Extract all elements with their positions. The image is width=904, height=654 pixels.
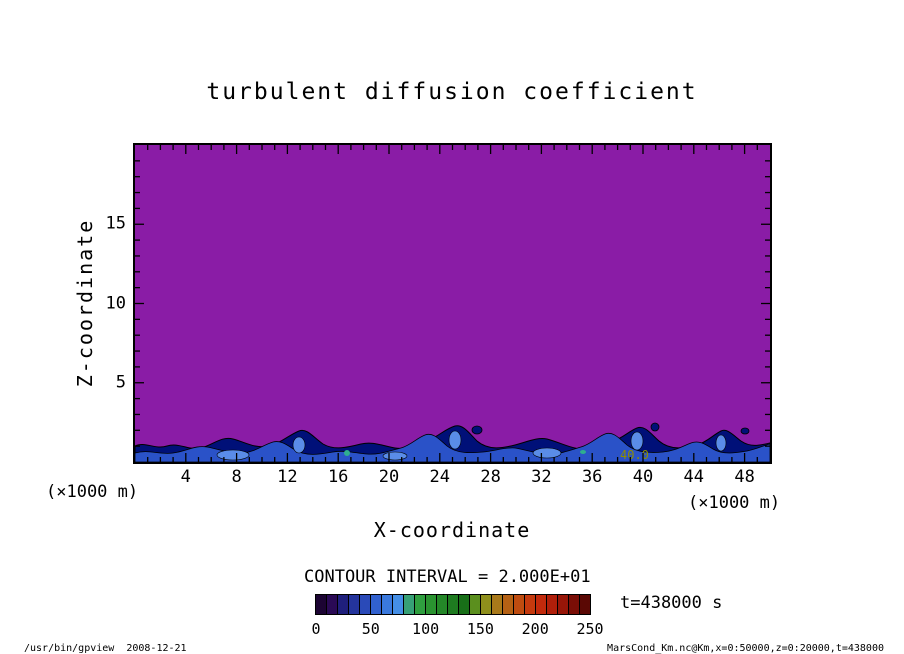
contour-plot-canvas: 40.0 [133, 143, 772, 464]
turbulence-speck [344, 450, 350, 456]
chart-title: turbulent diffusion coefficient [206, 79, 698, 105]
colorbar-cell [360, 595, 371, 614]
colorbar-tick-label: 50 [361, 620, 380, 638]
colorbar-cell [580, 595, 590, 614]
field-background [135, 145, 770, 462]
colorbar-cell [525, 595, 536, 614]
y-axis-label: Z-coordinate [73, 218, 97, 388]
colorbar-cell [547, 595, 558, 614]
colorbar-cell [481, 595, 492, 614]
x-tick-label: 32 [531, 467, 552, 487]
colorbar-tick-label: 150 [466, 620, 494, 638]
colorbar-cell [349, 595, 360, 614]
contour-value-label: 40.0 [620, 448, 649, 462]
y-tick-label: 15 [105, 213, 126, 234]
colorbar-tick-label: 100 [412, 620, 440, 638]
x-tick-label: 36 [581, 467, 603, 487]
plot-area: 40.0 [133, 143, 772, 464]
command-line-text: /usr/bin/gpview 2008-12-21 [24, 643, 187, 654]
x-tick-label: 20 [378, 467, 400, 487]
colorbar-cell [415, 595, 426, 614]
x-axis-unit: (×1000 m) [688, 493, 781, 513]
colorbar-cell [338, 595, 349, 614]
colorbar-cell [393, 595, 404, 614]
colorbar-cell [371, 595, 382, 614]
colorbar-cell [503, 595, 514, 614]
detached-eddy [650, 422, 660, 432]
turbulence-spot [448, 430, 462, 450]
colorbar-cell [382, 595, 393, 614]
colorbar-cells [316, 595, 590, 614]
colorbar-cell [426, 595, 437, 614]
colorbar-cell [514, 595, 525, 614]
x-tick-label: 12 [277, 467, 298, 487]
colorbar-cell [448, 595, 459, 614]
turbulence-band-inner [134, 432, 771, 463]
colorbar-cell [459, 595, 470, 614]
colorbar-cell [536, 595, 547, 614]
turbulence-speck [580, 450, 586, 454]
colorbar-cell [404, 595, 415, 614]
y-tick-label: 10 [105, 293, 126, 313]
x-tick-label: 16 [327, 467, 349, 487]
colorbar-tick-label: 200 [521, 620, 549, 638]
turbulence-spot [216, 449, 250, 461]
colorbar [315, 594, 591, 615]
x-tick-label: 44 [683, 467, 705, 487]
turbulence-spot [292, 436, 306, 454]
y-axis-unit: (×1000 m) [46, 482, 139, 502]
colorbar-cell [470, 595, 481, 614]
y-tick-label: 5 [115, 372, 126, 393]
time-label: t=438000 s [620, 593, 723, 613]
detached-eddy [740, 427, 750, 435]
colorbar-cell [492, 595, 503, 614]
colorbar-cell [316, 595, 327, 614]
detached-eddy [471, 425, 483, 435]
colorbar-cell [437, 595, 448, 614]
turbulence-spot [532, 447, 562, 459]
x-tick-label: 4 [180, 467, 191, 487]
colorbar-cell [327, 595, 338, 614]
dataset-info-text: MarsCond_Km.nc@Km,x=0:50000,z=0:20000,t=… [607, 643, 884, 654]
turbulence-spot [630, 431, 644, 451]
turbulence-spot [715, 434, 727, 452]
colorbar-tick-label: 0 [311, 620, 321, 638]
colorbar-cell [569, 595, 580, 614]
x-tick-label: 28 [480, 467, 501, 487]
colorbar-cell [558, 595, 569, 614]
turbulence-spot [382, 451, 408, 461]
colorbar-tick-label: 250 [576, 620, 604, 638]
x-tick-label: 48 [734, 467, 755, 487]
x-tick-label: 8 [231, 467, 242, 487]
plot-border [133, 143, 772, 464]
x-tick-label: 24 [429, 467, 451, 487]
x-tick-label: 40 [632, 467, 654, 487]
contour-interval-text: CONTOUR INTERVAL = 2.000E+01 [304, 567, 591, 587]
x-axis-label: X-coordinate [373, 518, 531, 542]
